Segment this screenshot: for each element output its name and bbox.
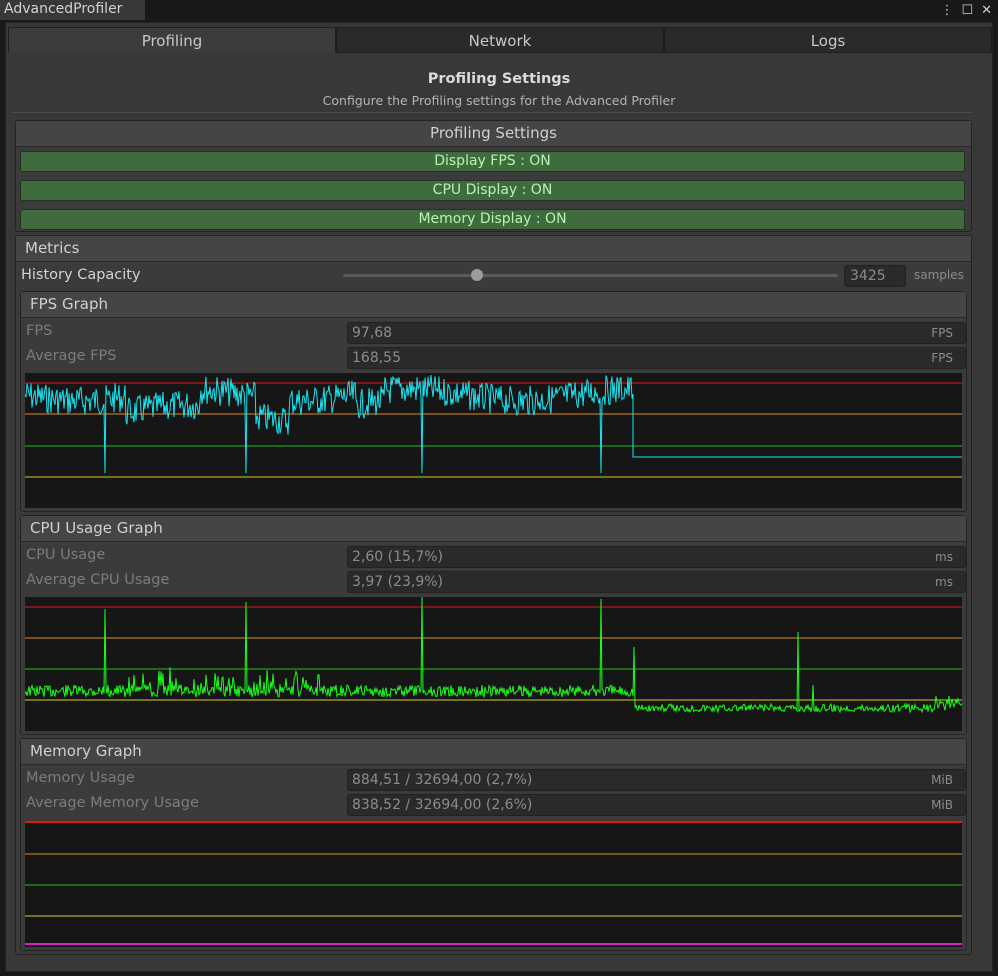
page-title: Profiling Settings xyxy=(427,71,571,87)
history-capacity-value: 3425 xyxy=(850,268,886,284)
window-tab[interactable]: AdvancedProfiler xyxy=(0,0,145,20)
tab-profiling[interactable]: Profiling xyxy=(8,27,336,53)
fps-field: 97,68 FPS xyxy=(347,322,966,344)
header-divider xyxy=(12,112,972,113)
window-titlebar: AdvancedProfiler ⋮ ☐ ✕ xyxy=(0,0,998,20)
fps-label: FPS xyxy=(26,323,53,339)
settings-section: Profiling Settings Display FPS : ON CPU … xyxy=(15,120,972,232)
memory-usage-value: 884,51 / 32694,00 (2,7%) xyxy=(352,772,533,788)
cpu-graph-section: CPU Usage Graph CPU Usage 2,60 (15,7%) m… xyxy=(20,515,967,735)
fps-graph-section: FPS Graph FPS 97,68 FPS Average FPS 168,… xyxy=(20,291,967,512)
average-fps-value: 168,55 xyxy=(352,350,401,366)
history-capacity-label: History Capacity xyxy=(21,267,141,283)
average-cpu-usage-value: 3,97 (23,9%) xyxy=(352,574,444,590)
fps-value: 97,68 xyxy=(352,325,393,341)
average-fps-unit: FPS xyxy=(931,351,953,365)
average-memory-usage-unit: MiB xyxy=(931,798,953,812)
average-memory-usage-field: 838,52 / 32694,00 (2,6%) MiB xyxy=(347,794,966,816)
display-fps-toggle[interactable]: Display FPS : ON xyxy=(20,151,965,172)
page-subtitle: Configure the Profiling settings for the… xyxy=(322,93,676,108)
cpu-usage-label: CPU Usage xyxy=(26,547,106,563)
fps-graph-title: FPS Graph xyxy=(21,292,966,318)
average-fps-label: Average FPS xyxy=(26,348,117,364)
average-cpu-usage-unit: ms xyxy=(935,575,953,589)
more-options-icon[interactable]: ⋮ xyxy=(940,2,954,18)
history-capacity-unit: samples xyxy=(914,268,964,282)
fps-graph xyxy=(25,373,962,508)
maximize-icon[interactable]: ☐ xyxy=(961,2,974,18)
fps-trace-line xyxy=(25,375,962,474)
memory-graph-canvas xyxy=(25,821,962,945)
metrics-section-title: Metrics xyxy=(16,236,971,262)
memory-graph-title: Memory Graph xyxy=(21,739,966,765)
tab-logs[interactable]: Logs xyxy=(664,27,992,53)
close-icon[interactable]: ✕ xyxy=(981,2,992,18)
tab-network[interactable]: Network xyxy=(336,27,664,53)
average-memory-usage-value: 838,52 / 32694,00 (2,6%) xyxy=(352,797,533,813)
history-capacity-slider[interactable] xyxy=(343,269,838,281)
cpu-graph-canvas xyxy=(25,597,962,714)
cpu-usage-unit: ms xyxy=(935,550,953,564)
memory-graph xyxy=(25,821,962,947)
memory-graph-section: Memory Graph Memory Usage 884,51 / 32694… xyxy=(20,738,967,951)
window-title: AdvancedProfiler xyxy=(4,1,123,17)
cpu-display-toggle[interactable]: CPU Display : ON xyxy=(20,180,965,201)
settings-section-title: Profiling Settings xyxy=(16,121,971,147)
memory-usage-unit: MiB xyxy=(931,773,953,787)
cpu-usage-field: 2,60 (15,7%) ms xyxy=(347,546,966,568)
metrics-section: Metrics History Capacity 3425 samples FP… xyxy=(15,235,972,955)
average-cpu-usage-field: 3,97 (23,9%) ms xyxy=(347,571,966,593)
window-controls: ⋮ ☐ ✕ xyxy=(940,0,992,20)
cpu-graph xyxy=(25,597,962,731)
cpu-graph-title: CPU Usage Graph xyxy=(21,516,966,542)
average-memory-usage-label: Average Memory Usage xyxy=(26,795,199,811)
average-cpu-usage-label: Average CPU Usage xyxy=(26,572,170,588)
fps-graph-canvas xyxy=(25,375,962,478)
average-fps-field: 168,55 FPS xyxy=(347,347,966,369)
profiler-panel: Profiling Network Logs Profiling Setting… xyxy=(5,22,993,972)
memory-display-toggle[interactable]: Memory Display : ON xyxy=(20,209,965,230)
fps-unit: FPS xyxy=(931,326,953,340)
memory-usage-field: 884,51 / 32694,00 (2,7%) MiB xyxy=(347,769,966,791)
cpu-usage-value: 2,60 (15,7%) xyxy=(352,549,444,565)
slider-thumb[interactable] xyxy=(470,269,483,281)
memory-usage-label: Memory Usage xyxy=(26,770,135,786)
tab-bar: Profiling Network Logs xyxy=(8,27,992,53)
history-capacity-input[interactable]: 3425 xyxy=(844,265,906,287)
cpu-trace-line xyxy=(25,597,962,714)
